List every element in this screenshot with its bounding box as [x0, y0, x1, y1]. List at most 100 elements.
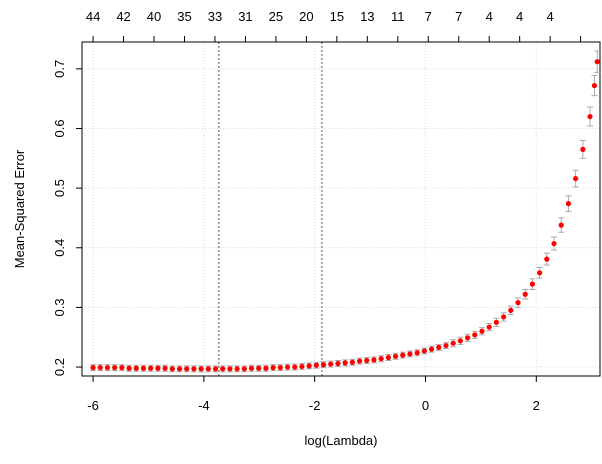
data-point	[90, 365, 96, 371]
data-point	[486, 324, 492, 330]
data-point	[371, 357, 377, 363]
data-point	[450, 340, 456, 346]
data-points	[90, 59, 600, 372]
data-point	[501, 314, 507, 320]
data-point	[227, 366, 233, 372]
top-tick-label: 31	[238, 9, 252, 24]
data-point	[220, 366, 226, 372]
y-tick-label: 0.5	[52, 179, 67, 197]
data-point	[392, 353, 399, 359]
data-point	[522, 291, 528, 297]
data-point	[544, 256, 550, 262]
data-point	[205, 366, 211, 372]
x-axis: -6 -4 -2 0 2	[87, 376, 540, 413]
data-point	[328, 361, 334, 367]
top-tick-label: 40	[147, 9, 161, 24]
data-point	[479, 328, 485, 334]
top-tick-label: 20	[299, 9, 313, 24]
top-tick-label: 4	[547, 9, 554, 24]
data-point	[212, 366, 219, 372]
data-point	[162, 365, 168, 371]
data-point	[299, 363, 305, 370]
data-point	[385, 354, 391, 361]
data-point	[378, 356, 384, 362]
data-point	[591, 82, 598, 89]
data-point	[587, 113, 593, 120]
data-point	[263, 365, 269, 371]
data-point	[364, 357, 370, 364]
data-point	[270, 365, 276, 371]
data-point	[573, 175, 579, 182]
data-point	[241, 366, 247, 372]
plot-frame	[81, 41, 601, 377]
y-tick-label: 0.4	[52, 239, 67, 257]
data-point	[277, 365, 283, 371]
top-tick-label: 13	[360, 9, 374, 24]
top-tick-label: 4	[486, 9, 493, 24]
data-point	[551, 240, 557, 247]
data-point	[443, 342, 449, 349]
data-point	[457, 338, 463, 344]
data-point	[594, 59, 600, 65]
data-point	[580, 146, 586, 152]
error-bars	[90, 50, 601, 373]
top-tick-label: 44	[86, 9, 100, 24]
data-point	[537, 270, 543, 276]
data-point	[558, 222, 564, 228]
y-axis: 0.2 0.3 0.4 0.5 0.6 0.7	[52, 60, 82, 376]
grid-lines	[82, 42, 600, 376]
x-tick-label: 2	[533, 398, 540, 413]
data-point	[342, 360, 348, 366]
data-point	[284, 364, 291, 370]
data-point	[349, 359, 355, 365]
data-point	[176, 366, 183, 372]
top-tick-label: 25	[269, 9, 283, 24]
data-point	[256, 365, 262, 371]
data-point	[335, 360, 341, 367]
data-point	[508, 307, 514, 313]
x-tick-label: -4	[198, 398, 210, 413]
y-tick-label: 0.2	[52, 358, 67, 376]
top-tick-label: 33	[208, 9, 222, 24]
data-point	[126, 365, 132, 371]
y-tick-label: 0.3	[52, 298, 67, 316]
data-point	[191, 366, 197, 372]
data-point	[436, 344, 442, 350]
y-axis-title: Mean-Squared Error	[12, 149, 27, 268]
data-point	[248, 365, 255, 371]
data-point	[306, 363, 312, 369]
data-point	[529, 281, 536, 287]
data-point	[428, 346, 435, 352]
y-tick-label: 0.6	[52, 119, 67, 137]
data-point	[198, 366, 204, 372]
data-point	[414, 350, 420, 356]
x-tick-label: -6	[87, 398, 99, 413]
data-point	[234, 366, 240, 372]
x-tick-label: -2	[309, 398, 321, 413]
data-point	[169, 366, 175, 372]
top-tick-label: 7	[455, 9, 462, 24]
top-tick-label: 42	[116, 9, 130, 24]
data-point	[400, 352, 406, 358]
top-tick-label: 7	[425, 9, 432, 24]
data-point	[464, 335, 471, 341]
data-point	[565, 201, 572, 207]
top-tick-label: 35	[177, 9, 191, 24]
data-point	[320, 362, 327, 368]
data-point	[148, 365, 154, 371]
data-point	[421, 348, 427, 354]
data-point	[184, 366, 190, 372]
top-tick-label: 4	[516, 9, 523, 24]
data-point	[515, 300, 521, 306]
data-point	[112, 365, 118, 371]
reference-lines	[218, 42, 323, 376]
data-point	[356, 358, 363, 364]
data-point	[472, 332, 478, 338]
data-point	[140, 365, 147, 371]
data-point	[313, 362, 319, 368]
data-point	[97, 365, 103, 371]
data-point	[493, 319, 499, 325]
data-point	[407, 351, 413, 357]
data-point	[104, 365, 111, 371]
